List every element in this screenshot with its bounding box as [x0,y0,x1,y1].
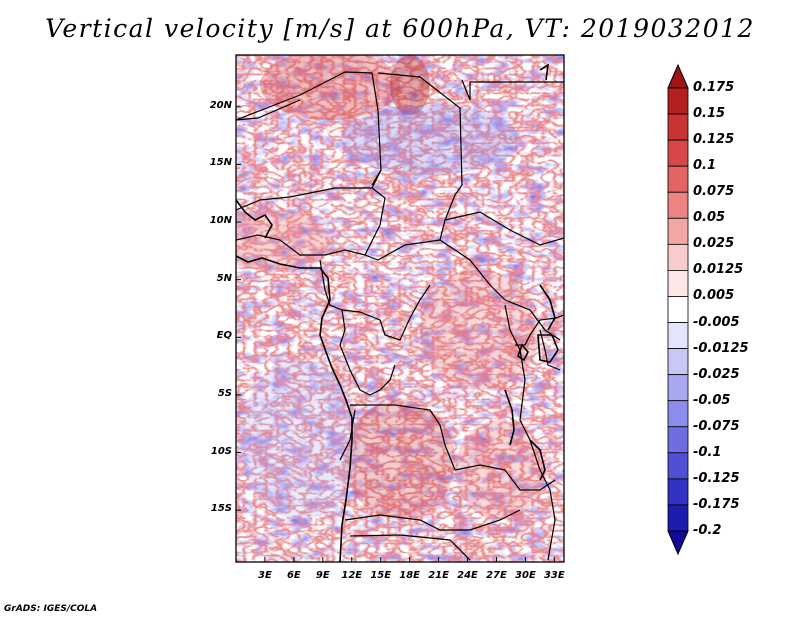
colorbar-label: -0.1 [693,444,722,460]
colorbar [667,63,689,556]
lon-label: 27E [486,570,507,581]
coastline [236,63,559,562]
colorbar-swatch [667,243,689,271]
map-frame [235,54,565,563]
colorbar-swatch [667,374,689,402]
lat-label: 10N [209,215,232,227]
colorbar-swatch [667,191,689,219]
lat-label: EQ [216,330,232,342]
colorbar-swatch [667,217,689,245]
lat-label: 15S [210,503,232,515]
lon-label: 18E [399,570,421,581]
colorbar-swatch [667,426,689,454]
colorbar-swatch [667,348,689,376]
axis-ticks [236,106,555,562]
colorbar-label: -0.075 [693,418,740,434]
colorbar-swatch [667,452,689,480]
colorbar-swatch [667,478,689,506]
lat-label: 5N [216,272,232,284]
colorbar-label: 0.15 [693,106,726,122]
colorbar-label: 0.025 [693,236,735,252]
colorbar-label: -0.2 [693,523,722,538]
colorbar-swatch [667,296,689,323]
colorbar-swatch [667,270,689,297]
lat-label: 5S [217,387,232,399]
lon-label: 30E [515,570,536,581]
lon-label: 12E [341,570,363,581]
chart-title: Vertical velocity [m/s] at 600hPa, VT: 2… [45,14,755,43]
colorbar-swatch [667,504,689,532]
colorbar-label: 0.05 [693,210,726,226]
colorbar-label: -0.0125 [693,340,749,356]
colorbar-label: -0.175 [693,496,740,512]
country-borders [236,71,564,561]
colorbar-label: 0.175 [693,80,735,95]
colorbar-max-arrow [667,63,689,89]
lon-label: 24E [457,570,478,581]
colorbar-swatch [667,113,689,141]
colorbar-label: -0.125 [693,470,740,486]
lat-label: 20N [209,99,232,111]
lat-label: 15N [209,157,232,169]
colorbar-swatch [667,139,689,167]
colorbar-label: -0.005 [693,314,740,330]
colorbar-label: 0.0125 [693,262,744,278]
colorbar-swatch [667,165,689,193]
lon-label: 3E [258,570,272,581]
colorbar-label: -0.05 [693,392,731,408]
colorbar-label: 0.1 [693,158,717,174]
lon-label: 33E [543,570,565,581]
colorbar-label: -0.025 [693,366,740,382]
colorbar-swatch [667,322,689,349]
grads-credit: GrADS: IGES/COLA [4,604,98,614]
colorbar-min-arrow [667,530,689,556]
colorbar-swatch [667,400,689,428]
lon-label: 6E [286,570,301,581]
colorbar-label: 0.125 [693,132,735,148]
lat-label: 10S [210,445,232,457]
colorbar-label: 0.005 [693,288,735,304]
lon-label: 15E [370,570,392,581]
map-field [236,55,564,562]
lon-label: 9E [315,570,330,581]
lon-label: 21E [428,570,449,581]
colorbar-label: 0.075 [693,184,735,200]
colorbar-swatch [667,87,689,115]
